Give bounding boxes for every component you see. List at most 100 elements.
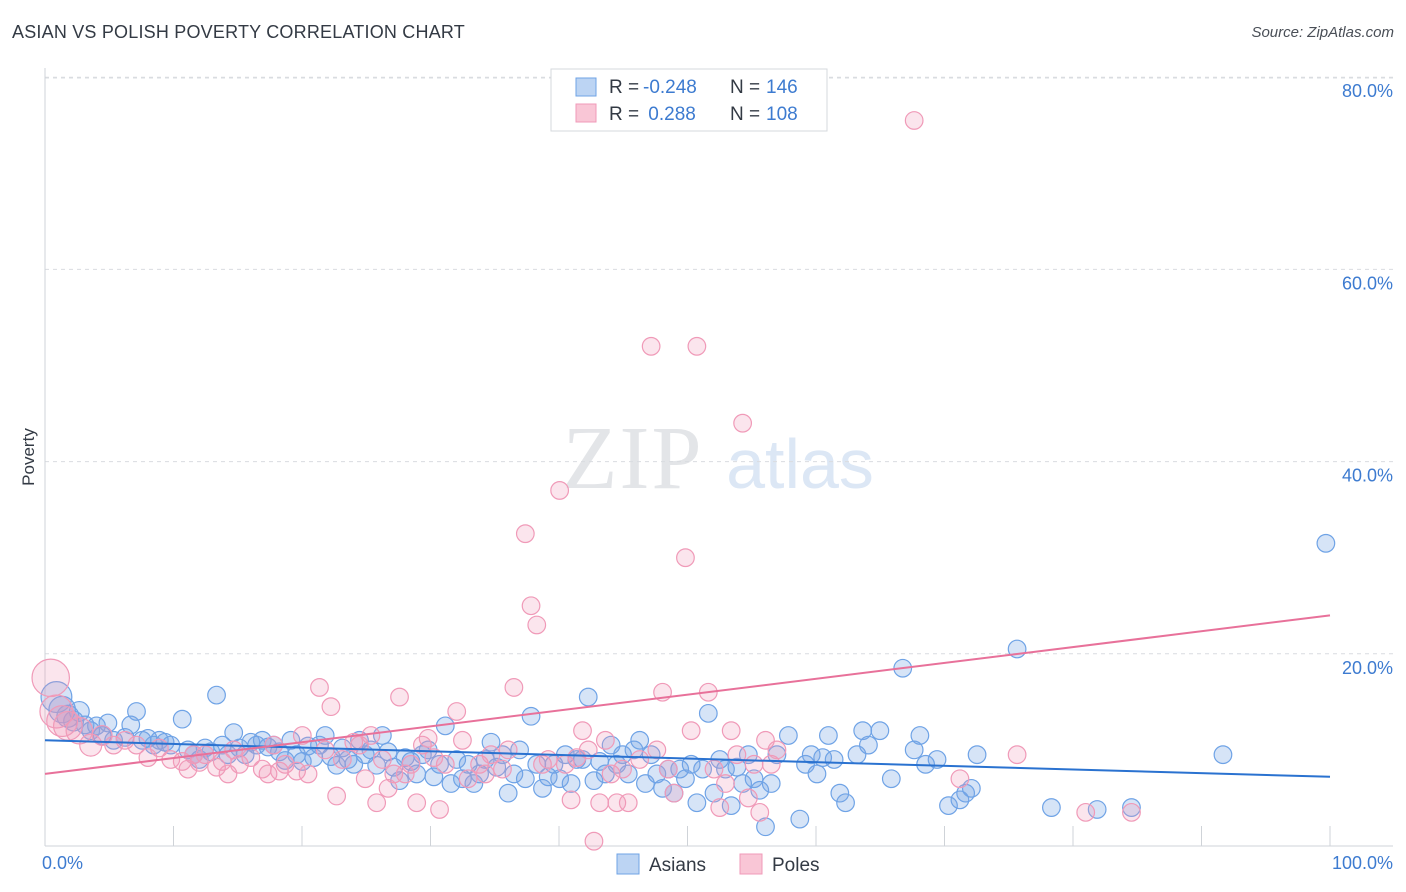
poles-point-22 [230,754,249,774]
asians-point-133 [830,783,850,803]
asians-point-129 [807,764,827,784]
poles-point-80 [618,793,638,813]
source-label: Source: ZipAtlas.com [1251,24,1394,41]
asians-point-72 [470,764,489,784]
legend-r-value-asians: -0.248 [643,77,697,98]
asians-point-142 [910,726,930,745]
poles-point-39 [355,769,375,789]
poles-point-34 [321,697,341,717]
asians-point-91 [578,687,598,707]
legend-box [550,68,828,132]
asians-point-104 [653,778,672,798]
legend-r-label-poles: R = [609,104,639,125]
poles-point-53 [435,754,455,774]
watermark: ZIP atlas [563,409,874,508]
poles-point-86 [664,783,684,803]
bottom-legend: Asians Poles [616,853,820,876]
asians-point-138 [870,721,890,741]
asians-point-88 [561,774,581,793]
poles-point-46 [395,764,415,784]
poles-point-30 [292,726,312,745]
poles-point-89 [687,336,707,356]
asians-point-145 [939,796,958,816]
poles-point-33 [315,740,335,760]
x-ticks [44,826,1331,846]
asians-point-83 [533,778,552,798]
poles-point-102 [767,740,787,760]
poles-point-8 [115,730,135,750]
asians-point-128 [801,745,821,765]
poles-point-99 [750,802,770,822]
asians-point-26 [207,685,226,705]
poles-point-14 [178,759,198,779]
asians-point-13 [127,702,146,721]
asians-point-109 [681,754,701,774]
asians-point-137 [859,735,878,755]
asians-point-77 [498,783,518,803]
asians-point-108 [676,769,695,789]
poles-point-62 [504,678,524,697]
bottom-legend-swatch-poles [739,853,763,875]
poles-point-81 [630,750,650,769]
asians-point-152 [1087,800,1107,819]
watermark-atlas: atlas [726,425,874,503]
poles-point-107 [1122,802,1141,822]
asians-point-154 [1213,745,1233,765]
poles-point-40 [361,726,381,745]
poles-point-36 [332,750,352,769]
poles-point-52 [430,800,449,819]
poles-point-6 [91,724,113,746]
bottom-legend-label-asians: Asians [649,855,706,876]
poles-point-9 [127,735,146,755]
asians-point-103 [647,764,667,784]
poles-point-97 [738,788,758,808]
poles-point-60 [493,759,512,779]
asians-point-122 [756,817,775,837]
poles-point-73 [578,740,598,760]
poles-point-64 [521,596,541,616]
poles-point-68 [550,481,570,500]
poles-point-56 [458,769,478,789]
asians-point-97 [613,745,632,765]
asians-point-64 [424,767,444,787]
watermark-zip: ZIP [563,409,704,508]
poles-point-0 [31,658,71,698]
asians-point-125 [778,726,798,745]
axes [44,68,1393,847]
poles-trend-line [44,614,1331,775]
poles-point-47 [401,754,421,774]
poles-point-31 [298,764,318,784]
series-poles-points [31,111,1141,851]
asians-point-131 [819,726,838,745]
bottom-legend-swatch-asians [616,853,640,875]
poles-point-43 [378,778,398,798]
poles-point-7 [104,735,124,755]
poles-point-105 [1007,745,1027,765]
poles-point-75 [590,793,610,813]
poles-point-32 [310,678,329,697]
asians-trend-line [44,739,1331,778]
grid-lines [45,76,1393,655]
poles-point-63 [515,524,535,544]
chart-title: ASIAN VS POLISH POVERTY CORRELATION CHAR… [12,22,465,42]
asians-point-110 [687,793,707,813]
poles-point-94 [721,721,741,741]
poles-point-92 [710,798,730,817]
asians-point-99 [624,740,644,760]
poles-point-91 [704,759,724,779]
y-tick-labels: 20.0% 40.0% 60.0% 80.0% [1342,81,1393,678]
asians-point-69 [453,769,472,789]
asians-point-132 [824,750,844,769]
y-tick-label-2: 60.0% [1342,273,1393,293]
asians-point-121 [750,780,770,800]
y-tick-label-1: 40.0% [1342,466,1393,486]
x-tick-labels: 0.0% 100.0% [42,853,1393,873]
asians-point-100 [630,730,650,750]
poles-point-72 [573,721,592,741]
legend-n-value-poles: 108 [766,104,798,125]
asians-point-134 [836,793,855,813]
poles-point-79 [613,759,632,779]
poles-point-77 [601,764,621,784]
asians-point-155 [1316,533,1336,553]
poles-point-45 [390,687,409,707]
